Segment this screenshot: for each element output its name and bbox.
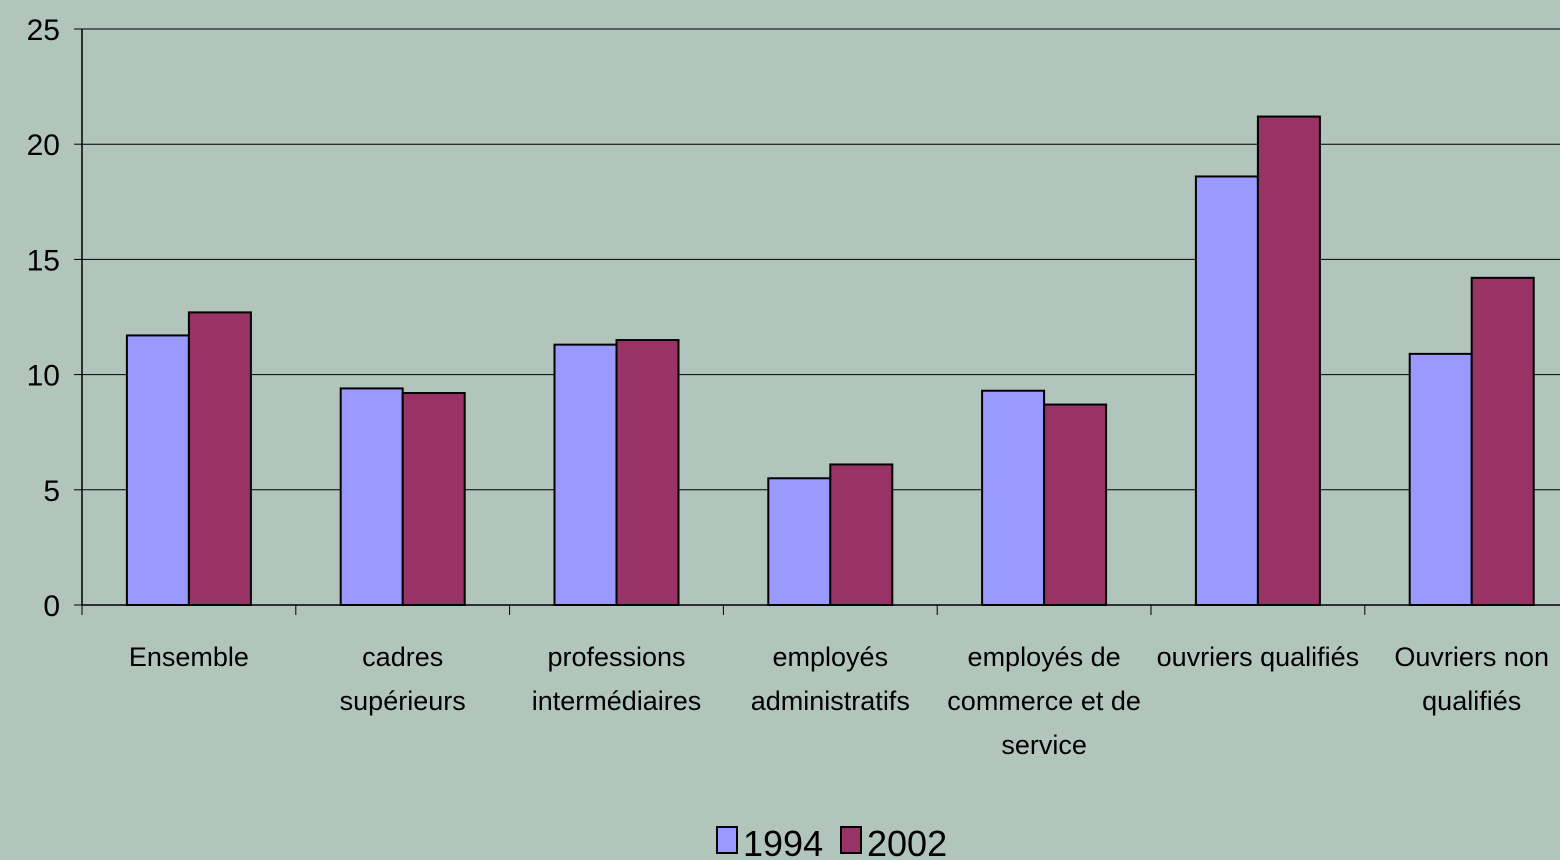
x-tick-label: qualifiés <box>1422 686 1521 716</box>
bar-2002 <box>1043 403 1108 606</box>
y-tick-label: 20 <box>27 129 60 162</box>
gridlines <box>82 28 1560 491</box>
legend-item-2002: 2002 <box>840 823 947 860</box>
x-tick-label: employés <box>773 642 889 672</box>
bar-1994 <box>125 334 190 606</box>
bar-2002 <box>187 311 252 606</box>
x-tick-label: commerce et de <box>947 686 1141 716</box>
y-tick-label: 15 <box>27 244 60 277</box>
y-tick-label: 0 <box>43 590 60 623</box>
y-tick-label: 25 <box>27 14 60 47</box>
legend-swatch <box>840 826 862 854</box>
bar-2002 <box>1256 115 1321 606</box>
x-tick-label: employés de <box>968 642 1121 672</box>
x-tick-label: Ensemble <box>129 642 249 672</box>
x-tick-label: supérieurs <box>340 686 466 716</box>
bar-1994 <box>1408 352 1473 607</box>
legend-label: 2002 <box>867 823 947 860</box>
bar-2002 <box>615 339 680 606</box>
x-tick-label: administratifs <box>751 686 910 716</box>
axis-labels: 0 5 10 15 20 25 Ensemble cadres supérieurs profes… <box>27 14 1549 760</box>
x-tick-label: Ouvriers non <box>1394 642 1549 672</box>
bar-2002 <box>401 392 466 607</box>
bar-1994 <box>339 387 404 607</box>
legend-item-1994: 1994 <box>716 823 823 860</box>
x-tick-label: professions <box>547 642 685 672</box>
y-tick-label: 5 <box>43 475 60 508</box>
bar-1994 <box>981 389 1046 606</box>
bar-2002 <box>829 463 894 606</box>
legend-label: 1994 <box>743 823 823 860</box>
legend-swatch <box>716 826 738 854</box>
bar-1994 <box>553 343 618 606</box>
bar-2002 <box>1470 276 1535 606</box>
legend: 1994 2002 <box>716 823 947 860</box>
bar-1994 <box>767 477 832 606</box>
x-tick-label: service <box>1001 730 1087 760</box>
x-tick-label: intermédiaires <box>532 686 702 716</box>
bar-1994 <box>1194 175 1259 606</box>
x-tick-label: cadres <box>362 642 443 672</box>
axes <box>74 28 1560 615</box>
bars <box>125 115 1535 607</box>
y-tick-label: 10 <box>27 360 60 393</box>
x-tick-label: ouvriers qualifiés <box>1157 642 1360 672</box>
